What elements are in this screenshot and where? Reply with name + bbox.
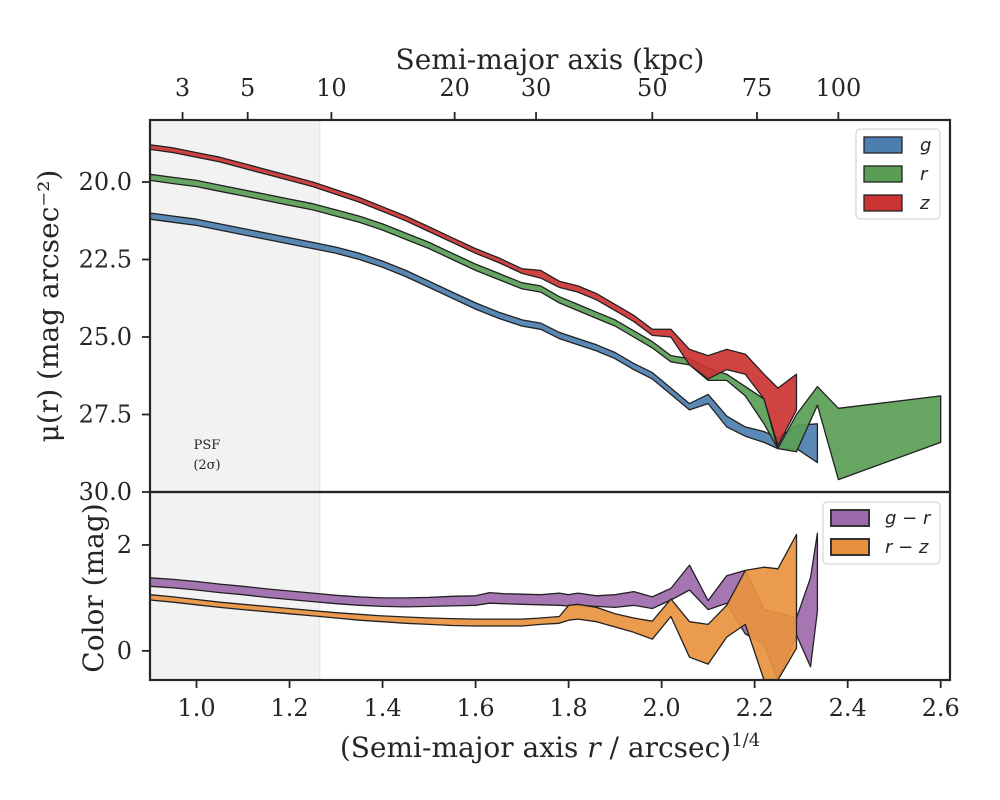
legend-swatch-g xyxy=(863,136,903,154)
legend-swatch-r-z xyxy=(830,538,870,556)
top-tick-label: 10 xyxy=(316,74,347,102)
legend-label-r-z: r − z xyxy=(885,537,929,558)
x-tick-label: 1.6 xyxy=(456,694,494,722)
profile-y-tick-label: 27.5 xyxy=(79,401,132,429)
color-series-layer xyxy=(150,532,819,680)
x-axis-title-mid: / arcsec) xyxy=(601,731,732,764)
top-tick-label: 3 xyxy=(175,74,190,102)
profile-band-g xyxy=(150,212,819,464)
legend-label-z: z xyxy=(919,193,930,214)
color-legend: g − r r − z xyxy=(822,501,941,565)
profile-y-tick-label: 25.0 xyxy=(79,323,132,351)
legend-label-g: g xyxy=(920,135,931,156)
legend-swatch-z xyxy=(863,194,903,212)
legend-label-r: r xyxy=(920,164,929,185)
profile-y-tick-label: 22.5 xyxy=(79,246,132,274)
profile-y-tick-label: 20.0 xyxy=(79,168,132,196)
x-tick-label: 1.0 xyxy=(177,694,215,722)
color-band-r-z xyxy=(150,533,798,680)
top-tick-label: 75 xyxy=(742,74,773,102)
psf-region-top xyxy=(149,119,321,493)
profile-legend: grz xyxy=(855,128,941,220)
x-tick-label: 1.4 xyxy=(363,694,401,722)
x-axis-title-prefix: (Semi-major axis xyxy=(340,731,587,764)
x-tick-label: 1.8 xyxy=(550,694,588,722)
legend-label-g-r: g − r xyxy=(885,508,932,529)
color-y-axis-title: Color (mag) xyxy=(77,503,110,672)
psf-label-line2: (2σ) xyxy=(193,458,220,473)
legend-swatch-g-r xyxy=(830,509,870,527)
x-tick-label: 1.2 xyxy=(270,694,308,722)
profile-band-r xyxy=(150,173,942,481)
color-panel-frame xyxy=(148,490,952,682)
profile-y-axis-title: μ(r) (mag arcsec⁻²) xyxy=(32,170,65,443)
color-band-g-r xyxy=(150,532,819,680)
x-tick-label: 2.0 xyxy=(643,694,681,722)
profile-band-z xyxy=(150,144,798,447)
tick-layer: 1.0 1.2 1.4 1.6 1.8 2.0 2.2 2.4 2.63 5 10 20 30 50 75 1… xyxy=(79,74,960,722)
psf-label-line1: PSF xyxy=(194,438,221,453)
color-y-tick-label: 2 xyxy=(117,531,132,559)
x-axis-title-sup: 1/4 xyxy=(731,730,760,751)
top-tick-label: 100 xyxy=(815,74,861,102)
top-tick-label: 5 xyxy=(240,74,255,102)
x-axis-title: (Semi-major axis r / arcsec)1/4 xyxy=(340,730,760,764)
legend-swatch-r xyxy=(863,165,903,183)
x-tick-label: 2.2 xyxy=(736,694,774,722)
x-axis-title-var: r xyxy=(587,731,602,764)
x-tick-label: 2.6 xyxy=(922,694,960,722)
profile-series-layer xyxy=(150,144,942,481)
top-axis-title: Semi-major axis (kpc) xyxy=(396,43,705,76)
top-tick-label: 50 xyxy=(637,74,668,102)
color-y-tick-label: 0 xyxy=(117,637,132,665)
x-tick-label: 2.4 xyxy=(829,694,867,722)
top-tick-label: 20 xyxy=(439,74,470,102)
profile-y-tick-label: 30.0 xyxy=(79,478,132,506)
top-tick-label: 30 xyxy=(521,74,552,102)
